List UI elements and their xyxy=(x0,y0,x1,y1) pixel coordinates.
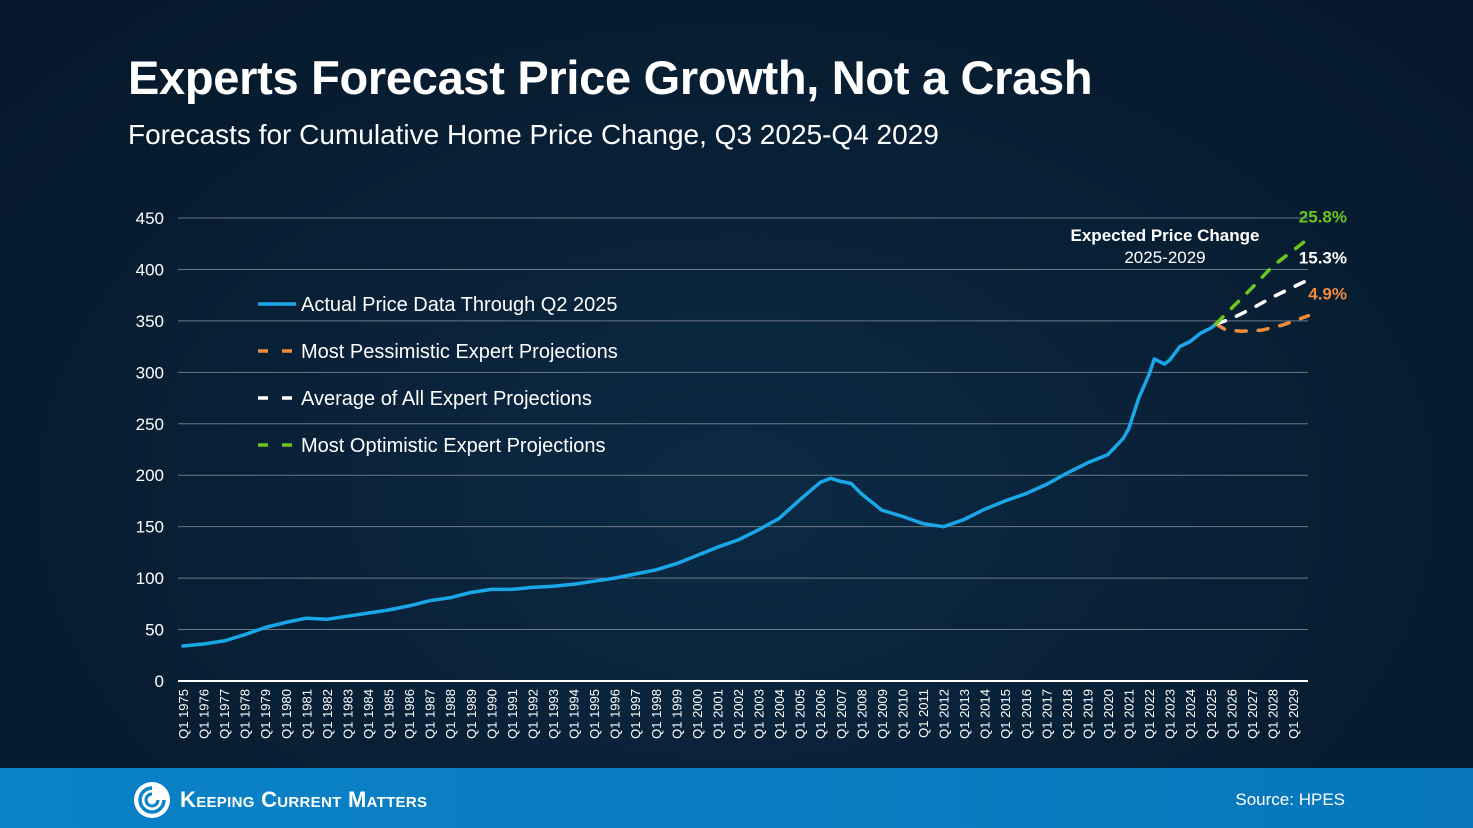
x-tick-label: Q1 1977 xyxy=(217,689,232,739)
legend-label: Most Optimistic Expert Projections xyxy=(301,435,606,457)
series-line-3 xyxy=(1214,236,1311,326)
x-tick-label: Q1 2023 xyxy=(1163,689,1178,739)
x-tick-label: Q1 1998 xyxy=(649,689,664,739)
y-tick-label: 150 xyxy=(136,518,164,537)
legend-label: Average of All Expert Projections xyxy=(301,388,592,410)
x-tick-label: Q1 2002 xyxy=(731,689,746,739)
x-tick-label: Q1 1986 xyxy=(402,689,417,739)
y-tick-label: 450 xyxy=(136,209,164,228)
x-tick-label: Q1 2024 xyxy=(1183,689,1198,739)
x-tick-label: Q1 1987 xyxy=(423,689,438,739)
x-tick-label: Q1 2009 xyxy=(875,689,890,739)
x-tick-label: Q1 2019 xyxy=(1080,689,1095,739)
y-tick-label: 0 xyxy=(155,672,164,691)
x-tick-label: Q1 2020 xyxy=(1101,689,1116,739)
end-value-label: 15.3% xyxy=(1299,249,1347,268)
y-tick-label: 350 xyxy=(136,312,164,331)
x-tick-label: Q1 2008 xyxy=(854,689,869,739)
y-tick-label: 250 xyxy=(136,415,164,434)
x-tick-label: Q1 1985 xyxy=(382,689,397,739)
x-tick-label: Q1 2001 xyxy=(710,689,725,739)
y-tick-label: 400 xyxy=(136,260,164,279)
x-tick-label: Q1 1982 xyxy=(320,689,335,739)
x-tick-label: Q1 2003 xyxy=(752,689,767,739)
y-tick-label: 100 xyxy=(136,569,164,588)
x-tick-label: Q1 2016 xyxy=(1019,689,1034,739)
y-tick-label: 50 xyxy=(145,621,164,640)
x-tick-label: Q1 1995 xyxy=(587,689,602,739)
x-tick-label: Q1 1991 xyxy=(505,689,520,739)
x-tick-label: Q1 1979 xyxy=(258,689,273,739)
annotation-period: 2025-2029 xyxy=(1124,248,1205,267)
x-tick-label: Q1 1997 xyxy=(628,689,643,739)
end-value-label: 4.9% xyxy=(1308,285,1347,304)
page-subtitle: Forecasts for Cumulative Home Price Chan… xyxy=(128,119,939,150)
x-tick-label: Q1 1996 xyxy=(608,689,623,739)
brand-name: Keeping Current Matters xyxy=(180,787,428,812)
footer: Keeping Current Matters Source: HPES xyxy=(0,768,1473,828)
x-tick-label: Q1 1989 xyxy=(464,689,479,739)
x-tick-label: Q1 1993 xyxy=(546,689,561,739)
kcm-logo: Keeping Current Matters xyxy=(132,780,427,820)
x-tick-label: Q1 2012 xyxy=(937,689,952,739)
y-tick-label: 200 xyxy=(136,466,164,485)
x-tick-label: Q1 1988 xyxy=(443,689,458,739)
x-tick-label: Q1 2007 xyxy=(834,689,849,739)
series-line-2 xyxy=(1214,277,1311,326)
x-tick-label: Q1 1992 xyxy=(525,689,540,739)
x-tick-label: Q1 1983 xyxy=(340,689,355,739)
x-tick-label: Q1 2011 xyxy=(916,689,931,738)
swirl-logo-icon xyxy=(134,782,170,818)
x-tick-label: Q1 2018 xyxy=(1060,689,1075,739)
x-tick-label: Q1 2029 xyxy=(1286,689,1301,739)
annotation-title: Expected Price Change xyxy=(1071,226,1260,245)
chart: 0 50 100 150 200 250 300 350 400 450 Q1 1975 Q1 197… xyxy=(136,207,1347,739)
x-tick-label: Q1 2004 xyxy=(772,689,787,739)
x-tick-label: Q1 2013 xyxy=(957,689,972,739)
x-tick-label: Q1 2027 xyxy=(1245,689,1260,739)
x-tick-label: Q1 2021 xyxy=(1122,689,1137,739)
x-tick-label: Q1 1999 xyxy=(669,689,684,739)
source-note: Source: HPES xyxy=(1235,790,1345,809)
end-value-label: 25.8% xyxy=(1299,208,1347,227)
x-tick-label: Q1 1981 xyxy=(299,689,314,739)
x-tick-label: Q1 2017 xyxy=(1039,689,1054,739)
x-tick-label: Q1 1976 xyxy=(197,689,212,739)
x-tick-label: Q1 2005 xyxy=(793,689,808,739)
x-tick-label: Q1 1984 xyxy=(361,689,376,739)
x-tick-label: Q1 2014 xyxy=(978,689,993,739)
x-tick-label: Q1 2028 xyxy=(1265,689,1280,739)
x-tick-label: Q1 2025 xyxy=(1204,689,1219,739)
series-line-1 xyxy=(1214,313,1311,333)
legend-label: Actual Price Data Through Q2 2025 xyxy=(301,294,617,316)
x-tick-label: Q1 1978 xyxy=(238,689,253,739)
legend-label: Most Pessimistic Expert Projections xyxy=(301,341,618,363)
x-tick-label: Q1 1975 xyxy=(176,689,191,739)
x-tick-label: Q1 2022 xyxy=(1142,689,1157,739)
x-tick-label: Q1 1980 xyxy=(279,689,294,739)
x-tick-label: Q1 2006 xyxy=(813,689,828,739)
x-tick-label: Q1 2010 xyxy=(895,689,910,739)
page-title: Experts Forecast Price Growth, Not a Cra… xyxy=(128,51,1093,104)
x-tick-label: Q1 2026 xyxy=(1224,689,1239,739)
x-tick-label: Q1 2015 xyxy=(998,689,1013,739)
x-tick-label: Q1 2000 xyxy=(690,689,705,739)
x-tick-label: Q1 1990 xyxy=(484,689,499,739)
y-tick-label: 300 xyxy=(136,363,164,382)
x-tick-label: Q1 1994 xyxy=(567,689,582,739)
series-line-0 xyxy=(181,322,1218,648)
